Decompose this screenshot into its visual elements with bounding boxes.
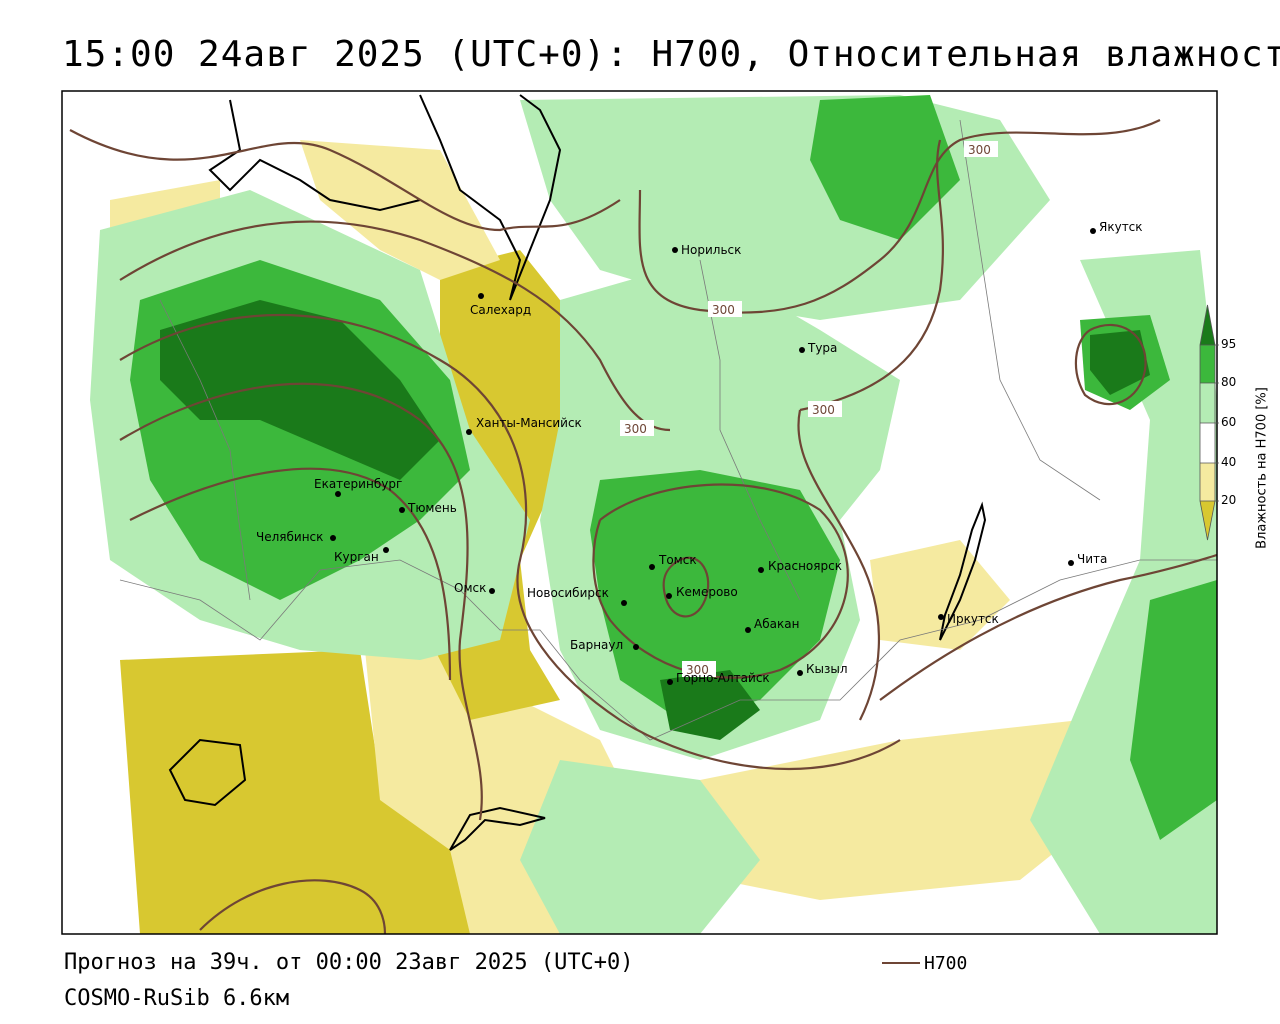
model-name: COSMO-RuSib 6.6км <box>64 986 290 1011</box>
contour-label: 300 <box>712 303 735 317</box>
colorbar <box>1199 304 1219 541</box>
saturated-area-yakutia <box>1090 330 1150 395</box>
map-frame <box>61 90 1218 935</box>
yenisei-boundary <box>699 259 801 601</box>
humid-area-taimyr <box>810 95 960 240</box>
saturated-area-altai <box>660 670 760 740</box>
h700-contour <box>199 879 387 934</box>
city-label: Барнаул <box>570 638 623 652</box>
contour-label: 300 <box>686 663 709 677</box>
city-label: Салехард <box>470 303 531 317</box>
colorbar-tick-label: 60 <box>1221 415 1237 429</box>
saturated-area-west <box>160 300 440 480</box>
h700-contour <box>662 556 710 618</box>
h700-contour <box>879 553 1217 701</box>
h700-contours <box>69 119 1217 934</box>
h700-contour <box>119 314 901 771</box>
city-markers: Норильск Якутск Салехард Тура Ханты-Манс… <box>256 220 1143 685</box>
city-label: Кемерово <box>676 585 738 599</box>
h700-contour <box>69 129 621 232</box>
city-label: Новосибирск <box>527 586 609 600</box>
city-label: Чита <box>1077 552 1107 566</box>
moist-area-south <box>520 760 760 934</box>
colorbar-segment-0 <box>1200 501 1215 540</box>
colorbar-title: Влажность на H700 [%] <box>1254 387 1270 549</box>
humid-area-east-coast <box>1130 580 1217 840</box>
h700-contour <box>1074 324 1147 406</box>
map-title: 15:00 24авг 2025 (UTC+0): H700, Относите… <box>62 34 1280 75</box>
city-label: Якутск <box>1099 220 1143 234</box>
colorbar-tick-label: 20 <box>1221 493 1237 507</box>
h700-contour <box>129 467 452 681</box>
light-dry-mongolia <box>870 540 1010 650</box>
city-label: Горно-Алтайск <box>676 671 770 685</box>
colorbar-segment-60 <box>1200 383 1215 423</box>
contour-label: 300 <box>624 422 647 436</box>
city-label: Екатеринбург <box>314 477 402 491</box>
city-label: Абакан <box>754 617 799 631</box>
h700-contour <box>638 119 1161 314</box>
contour-labels: 300 300 300 300 300 <box>620 141 998 677</box>
light-dry-southeast <box>700 720 1120 900</box>
yakutia-boundary <box>959 119 1101 501</box>
city-label: Красноярск <box>768 559 842 573</box>
city-label: Норильск <box>681 243 741 257</box>
light-dry-north <box>300 140 500 280</box>
colorbar-tick-label: 40 <box>1221 455 1237 469</box>
h700-contour <box>797 409 880 721</box>
city-label: Томск <box>658 553 697 567</box>
h700-contour <box>119 382 483 821</box>
colorbar-segment-95 <box>1200 305 1215 345</box>
colorbar-segment-40 <box>1200 423 1215 463</box>
kara-sea-coastline <box>208 99 421 212</box>
city-label: Ханты-Мансийск <box>476 416 582 430</box>
baikal-outline <box>939 501 987 641</box>
coastlines <box>168 94 987 851</box>
contour-label: 300 <box>812 403 835 417</box>
city-label: Челябинск <box>256 530 323 544</box>
balkhash-outline <box>449 806 546 851</box>
h700-contour <box>119 220 671 432</box>
city-label: Иркутск <box>947 612 999 626</box>
colorbar-tick-label: 95 <box>1221 337 1237 351</box>
city-label: Тура <box>807 341 837 355</box>
ural-boundary <box>159 299 251 601</box>
kazakhstan-border <box>119 559 1217 741</box>
contour-label: 300 <box>968 143 991 157</box>
yamal-coastline <box>419 94 562 301</box>
h700-contour <box>799 139 944 412</box>
city-label: Омск <box>454 581 486 595</box>
forecast-info: Прогноз на 39ч. от 00:00 23авг 2025 (UTC… <box>64 950 634 975</box>
colorbar-segment-20 <box>1200 463 1215 501</box>
region-boundaries <box>119 119 1217 741</box>
colorbar-segment-80 <box>1200 345 1215 383</box>
h700-legend-label: H700 <box>924 953 968 974</box>
aral-outline <box>168 738 247 807</box>
city-label: Курган <box>334 550 379 564</box>
city-label: Тюмень <box>407 501 457 515</box>
city-label: Кызыл <box>806 662 848 676</box>
h700-contour <box>592 483 849 679</box>
colorbar-tick-label: 80 <box>1221 375 1237 389</box>
h700-legend-line <box>882 962 920 964</box>
